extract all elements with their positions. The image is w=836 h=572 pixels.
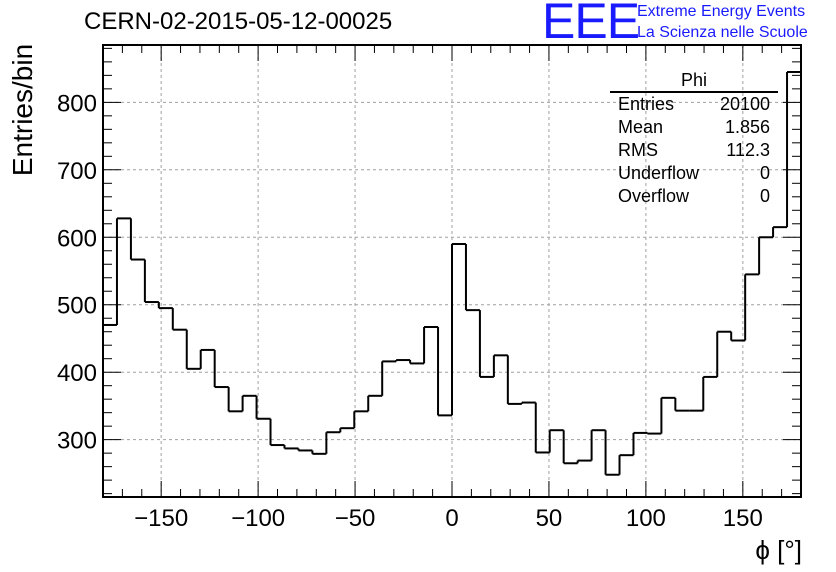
stats-key: RMS (618, 140, 658, 160)
y-tick-label: 400 (57, 360, 97, 387)
x-tick-label: 150 (723, 505, 763, 532)
stats-value: 1.856 (724, 117, 770, 137)
stats-row-mean: Mean 1.856 (606, 116, 778, 139)
stats-key: Overflow (618, 186, 690, 206)
stats-row-rms: RMS 112.3 (606, 139, 778, 162)
y-tick-label: 300 (57, 428, 97, 455)
stats-row-overflow: Overflow 0 (606, 185, 778, 208)
stats-key: Underflow (618, 163, 700, 183)
histogram-series (103, 70, 801, 476)
stats-key: Entries (618, 94, 675, 114)
tick-labels: −150 −100 −50 0 50 100 150 300 400 500 600 700 800 (57, 90, 763, 532)
stats-value: 20100 (719, 94, 770, 114)
x-tick-label: 50 (536, 505, 563, 532)
y-tick-label: 700 (57, 158, 97, 185)
y-tick-label: 600 (57, 225, 97, 252)
x-tick-label: −50 (335, 505, 376, 532)
x-tick-label: 0 (445, 505, 458, 532)
stats-row-entries: Entries 20100 (606, 93, 778, 116)
stats-title: Phi (610, 70, 778, 93)
run-title: CERN-02-2015-05-12-00025 (84, 8, 393, 35)
stats-value: 0 (759, 186, 770, 206)
y-tick-label: 500 (57, 293, 97, 320)
stats-row-underflow: Underflow 0 (606, 162, 778, 185)
logo-tagline-2: La Scienza nelle Scuole (637, 24, 808, 41)
stats-value: 0 (759, 163, 770, 183)
x-tick-label: −150 (134, 505, 188, 532)
axis-ticks (102, 45, 802, 497)
stats-key: Mean (618, 117, 664, 137)
x-tick-label: −100 (231, 505, 285, 532)
stats-value: 112.3 (726, 140, 770, 160)
stats-box: Phi Entries 20100 Mean 1.856 RMS 112.3 U… (606, 70, 778, 208)
x-axis-title: ϕ [°] (755, 535, 802, 565)
y-tick-label: 800 (57, 90, 97, 117)
logo-tagline-1: Extreme Energy Events (637, 3, 806, 20)
x-tick-label: 100 (626, 505, 666, 532)
y-axis-title: Entries/bin (7, 44, 38, 176)
eee-logo: EEE (542, 0, 640, 49)
